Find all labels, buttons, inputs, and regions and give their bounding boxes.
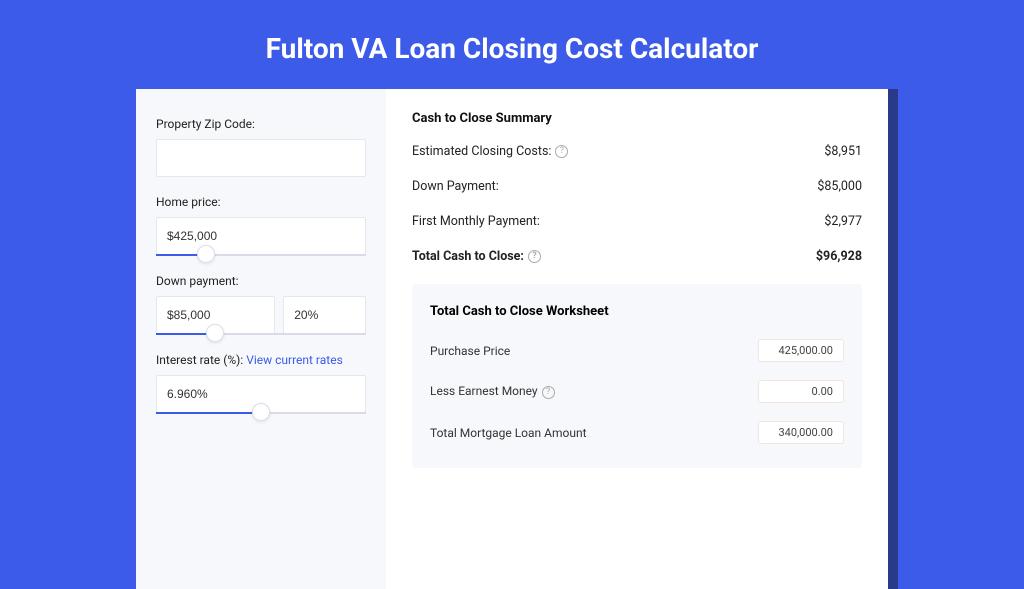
- down-payment-row: [156, 296, 366, 334]
- worksheet-row-value[interactable]: 425,000.00: [758, 339, 844, 362]
- down-payment-label: Down payment:: [156, 274, 366, 288]
- interest-label: Interest rate (%):: [156, 353, 243, 367]
- summary-title: Cash to Close Summary: [412, 111, 862, 126]
- home-price-slider[interactable]: [156, 254, 366, 256]
- interest-field-group: Interest rate (%): View current rates: [156, 353, 366, 414]
- worksheet-row: Total Mortgage Loan Amount 340,000.00: [430, 421, 844, 444]
- zip-input[interactable]: [156, 139, 366, 177]
- interest-slider-fill: [156, 412, 261, 414]
- summary-row-value: $8,951: [824, 144, 862, 159]
- summary-row: Down Payment: $85,000: [412, 179, 862, 194]
- home-price-input[interactable]: [156, 217, 366, 255]
- summary-list: Estimated Closing Costs:? $8,951 Down Paym…: [412, 144, 862, 264]
- worksheet-row-label: Less Earnest Money?: [430, 384, 555, 398]
- summary-row: Total Cash to Close:? $96,928: [412, 249, 862, 264]
- results-pane: Cash to Close Summary Estimated Closing …: [386, 89, 888, 589]
- interest-slider-thumb[interactable]: [252, 403, 270, 421]
- help-icon[interactable]: ?: [528, 250, 541, 263]
- help-icon[interactable]: ?: [542, 386, 555, 399]
- down-payment-slider[interactable]: [156, 333, 366, 335]
- home-price-field-group: Home price:: [156, 195, 366, 256]
- page-title: Fulton VA Loan Closing Cost Calculator: [0, 0, 1024, 89]
- view-rates-link[interactable]: View current rates: [246, 353, 343, 367]
- home-price-slider-thumb[interactable]: [197, 245, 215, 263]
- summary-row-value: $2,977: [824, 214, 862, 229]
- down-payment-slider-thumb[interactable]: [206, 324, 224, 342]
- inputs-pane: Property Zip Code: Home price: Down paym…: [136, 89, 386, 589]
- summary-row-value: $85,000: [817, 179, 862, 194]
- worksheet-row-label: Total Mortgage Loan Amount: [430, 426, 587, 440]
- zip-field-group: Property Zip Code:: [156, 117, 366, 177]
- calculator-card: Property Zip Code: Home price: Down paym…: [136, 89, 888, 589]
- worksheet-row-value[interactable]: 340,000.00: [758, 421, 844, 444]
- card-shadow: Property Zip Code: Home price: Down paym…: [136, 89, 888, 589]
- interest-label-row: Interest rate (%): View current rates: [156, 353, 366, 367]
- home-price-label: Home price:: [156, 195, 366, 209]
- down-payment-pct-input[interactable]: [283, 296, 366, 334]
- zip-label: Property Zip Code:: [156, 117, 366, 131]
- help-icon[interactable]: ?: [555, 145, 568, 158]
- worksheet-row: Purchase Price 425,000.00: [430, 339, 844, 362]
- down-payment-field-group: Down payment:: [156, 274, 366, 335]
- worksheet-list: Purchase Price 425,000.00 Less Earnest Mon…: [430, 339, 844, 444]
- summary-row-label: Estimated Closing Costs:?: [412, 144, 568, 159]
- summary-row: First Monthly Payment: $2,977: [412, 214, 862, 229]
- worksheet-row-value[interactable]: 0.00: [758, 380, 844, 403]
- summary-row-label: Down Payment:: [412, 179, 499, 194]
- summary-row-label: Total Cash to Close:?: [412, 249, 541, 264]
- worksheet-section: Total Cash to Close Worksheet Purchase P…: [412, 284, 862, 468]
- summary-row: Estimated Closing Costs:? $8,951: [412, 144, 862, 159]
- summary-row-label: First Monthly Payment:: [412, 214, 540, 229]
- interest-slider[interactable]: [156, 412, 366, 414]
- worksheet-row: Less Earnest Money? 0.00: [430, 380, 844, 403]
- worksheet-title: Total Cash to Close Worksheet: [430, 304, 844, 319]
- worksheet-row-label: Purchase Price: [430, 344, 510, 358]
- summary-row-value: $96,928: [816, 249, 862, 264]
